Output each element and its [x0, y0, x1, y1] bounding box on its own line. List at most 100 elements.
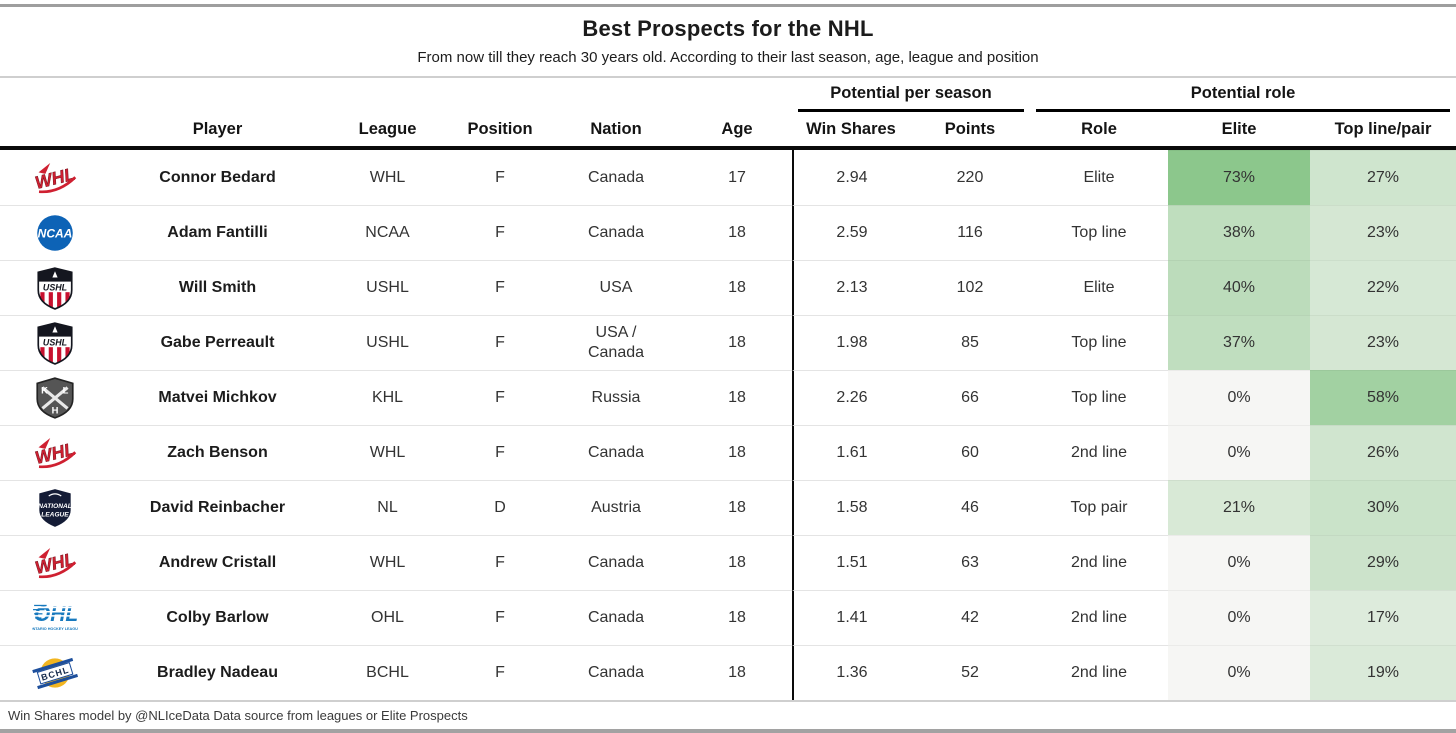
league-value: NCAA	[325, 205, 450, 260]
player-name: Colby Barlow	[110, 590, 325, 645]
table-row: WHL Andrew Cristall WHL F Canada 18 1.51…	[0, 535, 1456, 590]
age-value: 18	[682, 535, 792, 590]
league-value: NL	[325, 480, 450, 535]
win-shares-value: 1.98	[792, 315, 910, 370]
bchl-logo: BCHL	[32, 650, 78, 696]
league-logo-cell: WHL	[0, 535, 110, 590]
league-value: BCHL	[325, 645, 450, 700]
top-line-pair-pct-cell: 23%	[1310, 205, 1456, 260]
nation-value: Canada	[550, 590, 682, 645]
league-value: USHL	[325, 315, 450, 370]
top-border-bar	[0, 4, 1456, 7]
elite-pct-cell: 73%	[1168, 150, 1310, 205]
table-row: USHL Gabe Perreault USHL F USA / Canada …	[0, 315, 1456, 370]
column-header-league: League	[358, 119, 417, 138]
column-header-nation: Nation	[590, 119, 642, 138]
table-row: NCAA Adam Fantilli NCAA F Canada 18 2.59…	[0, 205, 1456, 260]
player-name: Connor Bedard	[159, 168, 276, 186]
column-header-row: Player League Position Nation Age Win Sh…	[0, 112, 1456, 146]
role-value: 2nd line	[1030, 425, 1168, 480]
player-name: Adam Fantilli	[110, 205, 325, 260]
points-value: 220	[956, 168, 984, 186]
ushl-logo: USHL	[32, 265, 78, 311]
top-line-pair-pct-cell: 26%	[1310, 425, 1456, 480]
elite-pct-cell: 40%	[1168, 260, 1310, 315]
elite-pct-cell: 0%	[1168, 645, 1310, 700]
player-name: Bradley Nadeau	[110, 645, 325, 700]
svg-text:OHL: OHL	[34, 603, 78, 626]
table-row: WHL Connor Bedard WHL F Canada 17 2.94 2…	[0, 150, 1456, 205]
points-value: 85	[910, 315, 1030, 370]
svg-text:USHL: USHL	[43, 283, 67, 293]
league-value: USHL	[325, 260, 450, 315]
column-header-win-shares: Win Shares	[806, 119, 896, 138]
role-value: Top line	[1030, 315, 1168, 370]
nation-value: USA	[550, 260, 682, 315]
points-value: 52	[910, 645, 1030, 700]
age-value: 18	[682, 480, 792, 535]
table-row: WHL Zach Benson WHL F Canada 18 1.61 60 …	[0, 425, 1456, 480]
player-name: David Reinbacher	[110, 480, 325, 535]
page-subtitle: From now till they reach 30 years old. A…	[417, 49, 1039, 66]
elite-pct-cell: 0%	[1168, 590, 1310, 645]
column-header-elite: Elite	[1221, 119, 1257, 138]
age-value: 18	[682, 260, 792, 315]
role-value: Elite	[1083, 168, 1115, 186]
nation-value: Canada	[550, 425, 682, 480]
league-logo-cell: USHL	[0, 315, 110, 370]
points-value: 46	[910, 480, 1030, 535]
age-value: 18	[682, 590, 792, 645]
league-logo-cell: USHL	[0, 260, 110, 315]
ohl-logo: OHL ONTARIO HOCKEY LEAGUE	[32, 595, 78, 641]
top-line-pair-pct-cell: 17%	[1310, 590, 1456, 645]
top-line-pair-pct-cell: 22%	[1310, 260, 1456, 315]
top-line-pair-pct-cell: 19%	[1310, 645, 1456, 700]
age-value: 18	[682, 645, 792, 700]
svg-text:NATIONAL: NATIONAL	[38, 503, 72, 510]
position-value: F	[495, 168, 505, 186]
player-name: Matvei Michkov	[110, 370, 325, 425]
player-name: Zach Benson	[110, 425, 325, 480]
league-value: KHL	[325, 370, 450, 425]
win-shares-value: 1.61	[792, 425, 910, 480]
win-shares-value: 2.13	[792, 260, 910, 315]
age-value: 18	[682, 205, 792, 260]
table-row: NATIONAL LEAGUE David Reinbacher NL D Aus…	[0, 480, 1456, 535]
column-header-position: Position	[467, 119, 533, 138]
bottom-border-bar	[0, 729, 1456, 733]
win-shares-value: 2.26	[792, 370, 910, 425]
elite-pct-cell: 0%	[1168, 535, 1310, 590]
top-line-pair-pct-cell: 58%	[1310, 370, 1456, 425]
table-row: BCHL Bradley Nadeau BCHL F Canada 18 1.3…	[0, 645, 1456, 700]
points-value: 42	[910, 590, 1030, 645]
points-value: 102	[910, 260, 1030, 315]
position-value: F	[450, 535, 550, 590]
role-value: Elite	[1030, 260, 1168, 315]
ncaa-logo: NCAA	[32, 210, 78, 256]
position-value: F	[450, 315, 550, 370]
top-line-pair-pct-cell: 29%	[1310, 535, 1456, 590]
table-row: USHL Will Smith USHL F USA 18 2.13 102 E…	[0, 260, 1456, 315]
whl-logo: WHL	[32, 540, 78, 586]
role-value: Top pair	[1030, 480, 1168, 535]
age-value: 18	[682, 370, 792, 425]
nation-value: Canada	[550, 535, 682, 590]
column-header-age: Age	[721, 119, 753, 138]
nl-logo: NATIONAL LEAGUE	[32, 485, 78, 531]
position-value: F	[450, 370, 550, 425]
age-value: 18	[682, 425, 792, 480]
points-value: 66	[910, 370, 1030, 425]
svg-text:WHL: WHL	[33, 163, 77, 192]
role-value: 2nd line	[1030, 590, 1168, 645]
nation-value: Canada	[587, 168, 645, 186]
league-value: OHL	[325, 590, 450, 645]
footer-note: Win Shares model by @NLIceData Data sour…	[0, 700, 1456, 729]
role-value: Top line	[1030, 370, 1168, 425]
age-value: 17	[728, 168, 746, 186]
points-value: 63	[910, 535, 1030, 590]
position-value: F	[450, 425, 550, 480]
position-value: F	[450, 260, 550, 315]
player-name: Andrew Cristall	[110, 535, 325, 590]
